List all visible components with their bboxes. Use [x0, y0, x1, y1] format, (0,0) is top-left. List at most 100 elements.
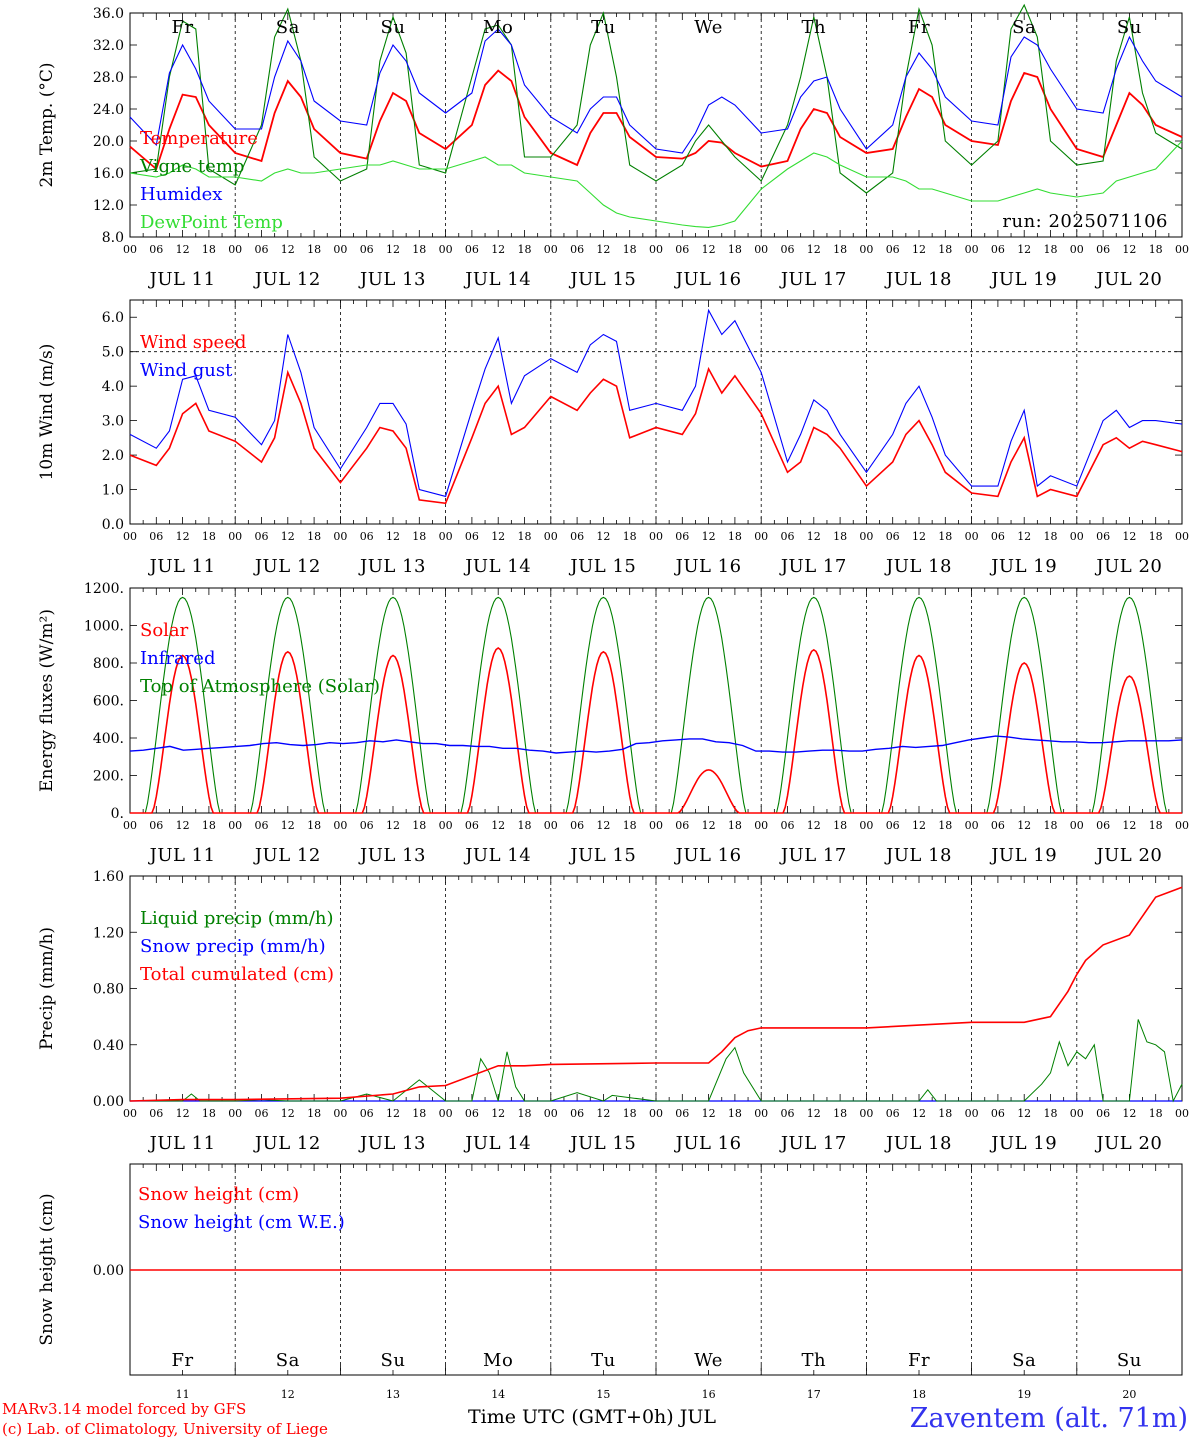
y-tick-label: 400.	[93, 731, 124, 747]
hour-label: 06	[675, 530, 689, 543]
hour-label: 12	[912, 243, 926, 256]
hour-label: 00	[859, 1107, 873, 1120]
weekday-label: Sa	[1012, 17, 1036, 38]
hour-label: 00	[544, 819, 558, 832]
hour-label: 00	[333, 530, 347, 543]
y-tick-label: 16.0	[93, 166, 124, 182]
y-tick-label: 800.	[93, 656, 124, 672]
y-tick-label: 28.0	[93, 70, 124, 86]
y-tick-label: 0.00	[93, 1263, 124, 1279]
hour-label: 18	[412, 819, 426, 832]
date-label: JUL 12	[253, 269, 321, 290]
date-label: JUL 20	[1094, 1133, 1162, 1154]
hour-label: 00	[333, 819, 347, 832]
hour-label: 12	[912, 819, 926, 832]
hour-label: 18	[728, 243, 742, 256]
weekday-label: Fr	[172, 17, 194, 38]
legend: Solar Infrared Top of Atmosphere (Solar)	[140, 620, 380, 697]
hour-label: 00	[1175, 530, 1189, 543]
y-tick-label: 24.0	[93, 102, 124, 118]
hour-label: 12	[176, 819, 190, 832]
date-label: JUL 20	[1094, 269, 1162, 290]
panel-2: 0.0 1.0 2.0 3.0 4.0 5.0 6.0 10m Wind (m/s) Wind …	[37, 299, 1189, 577]
weekday-label: Sa	[276, 1350, 300, 1371]
hour-label: 00	[859, 530, 873, 543]
hour-label: 06	[465, 1107, 479, 1120]
hour-label: 00	[333, 1107, 347, 1120]
hour-label: 06	[360, 243, 374, 256]
hour-label: 18	[518, 530, 532, 543]
hour-label: 06	[991, 530, 1005, 543]
hour-label: 06	[360, 530, 374, 543]
date-label: JUL 18	[884, 1133, 952, 1154]
hour-label: 12	[807, 530, 821, 543]
hour-label: 00	[649, 819, 663, 832]
hour-label: 12	[1122, 530, 1136, 543]
hour-label: 00	[439, 1107, 453, 1120]
hour-label: 00	[965, 243, 979, 256]
day-number: 20	[1122, 1388, 1136, 1401]
hour-label: 18	[938, 819, 952, 832]
hour-label: 18	[1149, 530, 1163, 543]
weekday-label: Sa	[1012, 1350, 1036, 1371]
hour-label: 06	[1096, 243, 1110, 256]
hour-label: 18	[623, 1107, 637, 1120]
hour-label: 18	[412, 243, 426, 256]
date-label: JUL 20	[1094, 845, 1162, 866]
legend-entry: Liquid precip (mm/h)	[140, 908, 334, 929]
hour-label: 18	[938, 530, 952, 543]
hour-label: 12	[281, 1107, 295, 1120]
y-tick-label: 3.0	[102, 414, 124, 430]
legend-entry: Wind speed	[140, 332, 246, 353]
hour-label: 18	[1044, 819, 1058, 832]
y-tick-label: 6.0	[102, 310, 124, 326]
hour-label: 18	[202, 1107, 216, 1120]
hour-label: 12	[281, 530, 295, 543]
legend-entry: Snow height (cm W.E.)	[138, 1212, 345, 1233]
legend: Wind speed Wind gust	[140, 332, 246, 381]
legend-entry: Temperature	[140, 128, 258, 149]
weekday-label: Su	[381, 17, 406, 38]
day-number: 13	[386, 1388, 400, 1401]
series-line-humidex	[129, 28, 1183, 154]
hour-label: 00	[1070, 530, 1084, 543]
date-label: JUL 15	[568, 556, 636, 577]
date-label: JUL 16	[674, 1133, 742, 1154]
hour-label: 00	[123, 1107, 137, 1120]
hour-label: 18	[307, 1107, 321, 1120]
weekday-label: Fr	[172, 1350, 194, 1371]
legend-entry: Solar	[140, 620, 189, 641]
date-label: JUL 14	[463, 556, 531, 577]
hour-label: 06	[675, 819, 689, 832]
legend-entry: Wind gust	[140, 360, 233, 381]
hour-label: 00	[965, 530, 979, 543]
legend-entry: Snow height (cm)	[138, 1184, 299, 1205]
hour-label: 00	[544, 243, 558, 256]
date-label: JUL 13	[358, 269, 426, 290]
date-label: JUL 16	[674, 556, 742, 577]
hour-label: 18	[1044, 243, 1058, 256]
hour-label: 18	[833, 243, 847, 256]
date-label: JUL 14	[463, 269, 531, 290]
hour-label: 18	[1044, 530, 1058, 543]
date-label: JUL 14	[463, 845, 531, 866]
date-label: JUL 19	[989, 556, 1057, 577]
hour-label: 00	[228, 530, 242, 543]
day-number: 12	[281, 1388, 295, 1401]
hour-label: 12	[702, 530, 716, 543]
hour-label: 06	[781, 530, 795, 543]
hour-label: 12	[596, 530, 610, 543]
hour-label: 12	[702, 1107, 716, 1120]
hour-label: 18	[202, 243, 216, 256]
hour-label: 00	[754, 530, 768, 543]
day-number: 15	[596, 1388, 610, 1401]
legend-entry: Top of Atmosphere (Solar)	[140, 676, 380, 697]
y-tick-label: 5.0	[102, 345, 124, 361]
hour-label: 12	[702, 243, 716, 256]
y-tick-label: 0.	[111, 806, 124, 822]
hour-label: 00	[1070, 243, 1084, 256]
hour-label: 18	[728, 1107, 742, 1120]
weekday-label: Fr	[908, 17, 930, 38]
hour-label: 06	[570, 819, 584, 832]
hour-label: 18	[938, 243, 952, 256]
